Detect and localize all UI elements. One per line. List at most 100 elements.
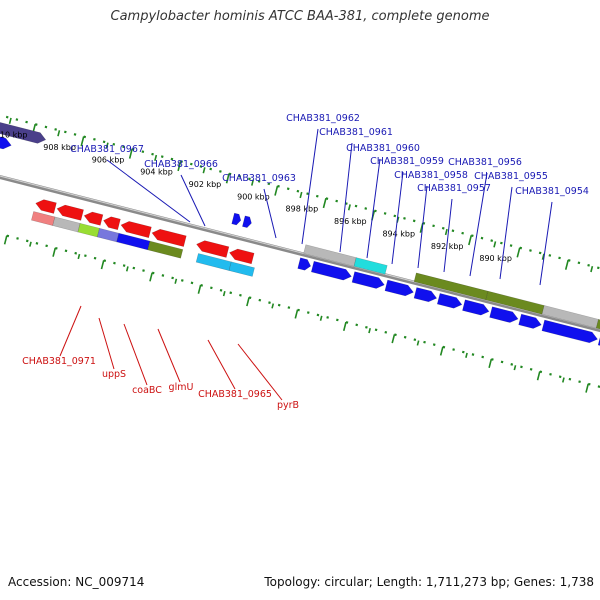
gene-label-forward[interactable]: CHAB381_0957 xyxy=(417,183,491,194)
gene-label-reverse[interactable]: coaBC xyxy=(132,385,162,396)
accession-label: Accession: NC_009714 xyxy=(8,575,145,589)
scale-dot xyxy=(74,251,78,255)
gene-label-forward[interactable]: CHAB381_0955 xyxy=(474,171,548,182)
scale-tick xyxy=(57,130,61,137)
scale-tick xyxy=(52,247,57,257)
label-leader-line xyxy=(59,305,82,357)
gene-arrow-forward xyxy=(310,260,352,281)
gene-label-forward[interactable]: CHAB381_0959 xyxy=(370,156,444,167)
scale-dot xyxy=(596,266,600,270)
gene-arrow-forward xyxy=(297,257,312,271)
kbp-tick-label: 896 kbp xyxy=(334,217,367,226)
feature-bar xyxy=(353,257,388,275)
gene-label-forward[interactable]: CHAB381_0958 xyxy=(394,170,468,181)
scale-dot xyxy=(210,286,213,290)
gene-label-forward[interactable]: CHAB381_0967 xyxy=(70,144,144,155)
scale-dot xyxy=(568,377,572,381)
scale-tick xyxy=(347,204,351,211)
gene-label-reverse[interactable]: pyrB xyxy=(277,400,299,411)
scale-dot xyxy=(122,145,125,149)
gene-arrow-forward xyxy=(489,306,519,323)
scale-tick xyxy=(391,334,396,344)
scale-dot xyxy=(413,338,417,342)
gene-label-reverse[interactable]: CHAB381_0965 xyxy=(198,389,272,400)
gene-label-forward[interactable]: CHAB381_0963 xyxy=(222,173,296,184)
map-title: Campylobacter hominis ATCC BAA-381, comp… xyxy=(110,9,490,24)
feature-bar xyxy=(228,261,255,277)
scale-dot xyxy=(16,237,19,240)
label-leader-line xyxy=(366,158,381,259)
feature-bar xyxy=(96,227,120,243)
gene-label-forward[interactable]: CHAB381_0966 xyxy=(144,159,218,170)
gene-arrow-forward xyxy=(351,271,385,289)
scale-dot xyxy=(102,140,106,144)
scale-dot xyxy=(190,281,194,285)
label-leader-line xyxy=(391,171,404,265)
scale-dot xyxy=(481,355,485,359)
label-leader-line xyxy=(469,172,488,277)
scale-tick xyxy=(299,191,303,199)
scale-dot xyxy=(451,229,455,233)
scale-tick xyxy=(251,179,255,186)
scale-dot xyxy=(306,311,310,314)
scale-dot xyxy=(268,301,271,304)
scale-tick xyxy=(541,253,545,260)
gene-label-forward[interactable]: CHAB381_0954 xyxy=(515,186,589,197)
scale-tick xyxy=(488,358,493,369)
scale-dot xyxy=(132,266,136,270)
scale-dot xyxy=(219,170,222,173)
scale-dot xyxy=(219,288,223,292)
kbp-tick-label: 898 kbp xyxy=(286,205,319,214)
scale-dot xyxy=(432,224,435,228)
gene-label-forward[interactable]: CHAB381_0961 xyxy=(319,127,393,138)
scale-tick xyxy=(271,303,275,309)
scale-dot xyxy=(364,207,368,210)
gene-arrow-forward xyxy=(384,279,414,297)
label-leader-line xyxy=(339,142,353,253)
scale-tick xyxy=(29,241,32,247)
scale-tick xyxy=(8,117,12,124)
label-leader-line xyxy=(499,186,513,280)
scale-dot xyxy=(549,372,552,376)
scale-dot xyxy=(151,152,154,156)
scale-dot xyxy=(403,217,406,220)
scale-dot xyxy=(383,212,387,215)
scale-dot xyxy=(142,269,145,272)
scale-dot xyxy=(277,303,281,307)
scale-tick xyxy=(125,266,129,272)
scale-dot xyxy=(355,323,359,327)
gene-label-reverse[interactable]: CHAB381_0971 xyxy=(22,356,96,367)
label-leader-line xyxy=(106,159,191,223)
kbp-tick-label: 904 kbp xyxy=(140,168,173,177)
label-leader-line xyxy=(301,128,319,245)
scale-tick xyxy=(416,340,420,346)
scale-dot xyxy=(229,291,233,295)
feature-bar xyxy=(77,223,100,238)
scale-dot xyxy=(500,241,503,245)
gene-label-reverse[interactable]: glmU xyxy=(169,382,194,393)
gene-label-forward[interactable]: CHAB381_0962 xyxy=(286,113,360,124)
scale-dot xyxy=(25,120,28,124)
scale-tick xyxy=(154,154,158,162)
scale-dot xyxy=(510,363,514,366)
gene-arrow-forward xyxy=(518,313,542,329)
scale-dot xyxy=(403,335,407,339)
gene-label-reverse[interactable]: uppS xyxy=(102,369,126,380)
gene-label-forward[interactable]: CHAB381_0960 xyxy=(346,143,420,154)
feature-bar xyxy=(595,319,600,346)
gene-arrow-reverse xyxy=(56,204,84,221)
scale-tick xyxy=(128,148,133,159)
topology-label: Topology: circular; Length: 1,711,273 bp… xyxy=(264,575,594,589)
gene-label-forward[interactable]: CHAB381_0956 xyxy=(448,157,522,168)
scale-tick xyxy=(105,142,109,149)
scale-dot xyxy=(384,330,388,334)
scale-dot xyxy=(25,239,29,243)
scale-dot xyxy=(529,368,533,371)
scale-dot xyxy=(239,293,242,297)
scale-tick xyxy=(77,253,81,260)
scale-dot xyxy=(180,279,184,282)
feature-bar xyxy=(31,211,56,226)
label-leader-line xyxy=(237,343,283,401)
scale-dot xyxy=(471,353,475,356)
